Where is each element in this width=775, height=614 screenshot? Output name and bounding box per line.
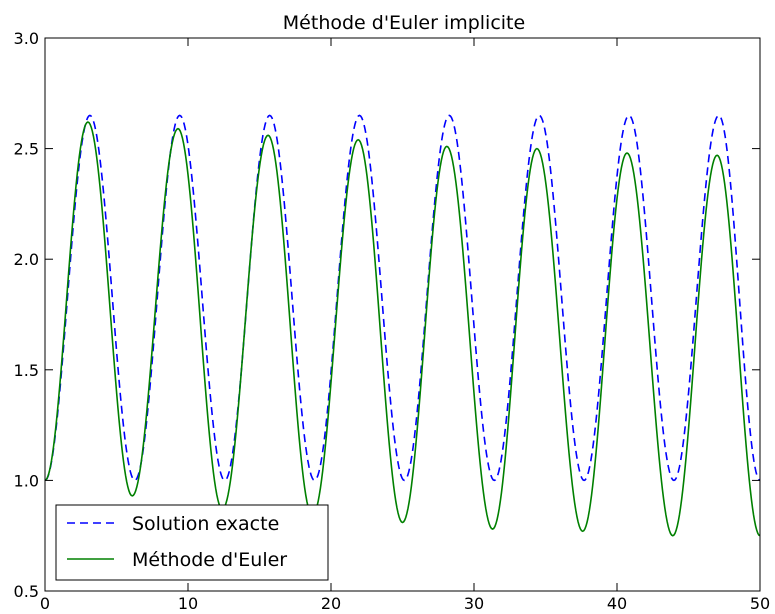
y-tick-label: 2.5 xyxy=(14,140,39,159)
axes-frame xyxy=(44,37,761,592)
series-line-1 xyxy=(44,121,761,537)
y-tick-label: 1.0 xyxy=(14,471,39,490)
ticks-layer: 0 10 20 30 40 50 0.5 1.0 1.5 2.0 2.5 3.0 xyxy=(14,29,771,613)
legend-label-solution-exacte: Solution exacte xyxy=(132,513,279,535)
x-tick-label: 40 xyxy=(607,594,627,613)
legend: Solution exacte Méthode d'Euler xyxy=(55,504,329,581)
legend-label-methode-euler: Méthode d'Euler xyxy=(132,549,287,571)
x-tick-label: 20 xyxy=(321,594,341,613)
chart-title: Méthode d'Euler implicite xyxy=(283,12,525,34)
x-tick-label: 10 xyxy=(178,594,198,613)
y-tick-label: 0.5 xyxy=(14,582,39,601)
series-layer xyxy=(44,114,761,537)
legend-box xyxy=(55,504,329,581)
x-tick-label: 50 xyxy=(750,594,770,613)
y-tick-label: 1.5 xyxy=(14,361,39,380)
x-tick-label: 0 xyxy=(40,594,50,613)
y-tick-label: 2.0 xyxy=(14,250,39,269)
x-tick-label: 30 xyxy=(464,594,484,613)
y-tick-label: 3.0 xyxy=(14,29,39,48)
